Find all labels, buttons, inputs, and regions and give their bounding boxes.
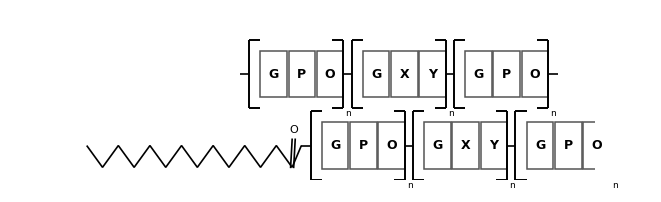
Text: n: n xyxy=(448,109,453,118)
FancyBboxPatch shape xyxy=(322,122,348,169)
FancyBboxPatch shape xyxy=(317,51,343,97)
FancyBboxPatch shape xyxy=(260,51,287,97)
Text: n: n xyxy=(551,109,556,118)
FancyBboxPatch shape xyxy=(522,51,548,97)
Text: P: P xyxy=(297,67,307,81)
Text: n: n xyxy=(510,181,515,189)
FancyBboxPatch shape xyxy=(465,51,492,97)
Text: P: P xyxy=(564,139,573,152)
FancyBboxPatch shape xyxy=(583,122,609,169)
FancyBboxPatch shape xyxy=(363,51,389,97)
Text: O: O xyxy=(529,67,540,81)
FancyBboxPatch shape xyxy=(419,51,446,97)
Text: G: G xyxy=(432,139,443,152)
Text: n: n xyxy=(612,181,617,189)
Text: G: G xyxy=(330,139,340,152)
Text: O: O xyxy=(591,139,602,152)
Text: Y: Y xyxy=(428,67,437,81)
Text: X: X xyxy=(461,139,471,152)
Text: O: O xyxy=(386,139,397,152)
FancyBboxPatch shape xyxy=(481,122,507,169)
Text: G: G xyxy=(268,67,279,81)
FancyBboxPatch shape xyxy=(350,122,377,169)
Text: n: n xyxy=(407,181,412,189)
Text: O: O xyxy=(325,67,335,81)
FancyBboxPatch shape xyxy=(378,122,405,169)
Text: G: G xyxy=(535,139,545,152)
Text: G: G xyxy=(473,67,484,81)
Text: O: O xyxy=(290,125,298,135)
FancyBboxPatch shape xyxy=(391,51,418,97)
FancyBboxPatch shape xyxy=(555,122,582,169)
Text: P: P xyxy=(359,139,368,152)
FancyBboxPatch shape xyxy=(527,122,553,169)
FancyBboxPatch shape xyxy=(289,51,315,97)
Text: n: n xyxy=(346,109,351,118)
FancyBboxPatch shape xyxy=(453,122,479,169)
Text: X: X xyxy=(399,67,409,81)
FancyBboxPatch shape xyxy=(494,51,520,97)
Text: G: G xyxy=(371,67,381,81)
Text: Y: Y xyxy=(490,139,498,152)
Text: P: P xyxy=(502,67,512,81)
FancyBboxPatch shape xyxy=(424,122,451,169)
